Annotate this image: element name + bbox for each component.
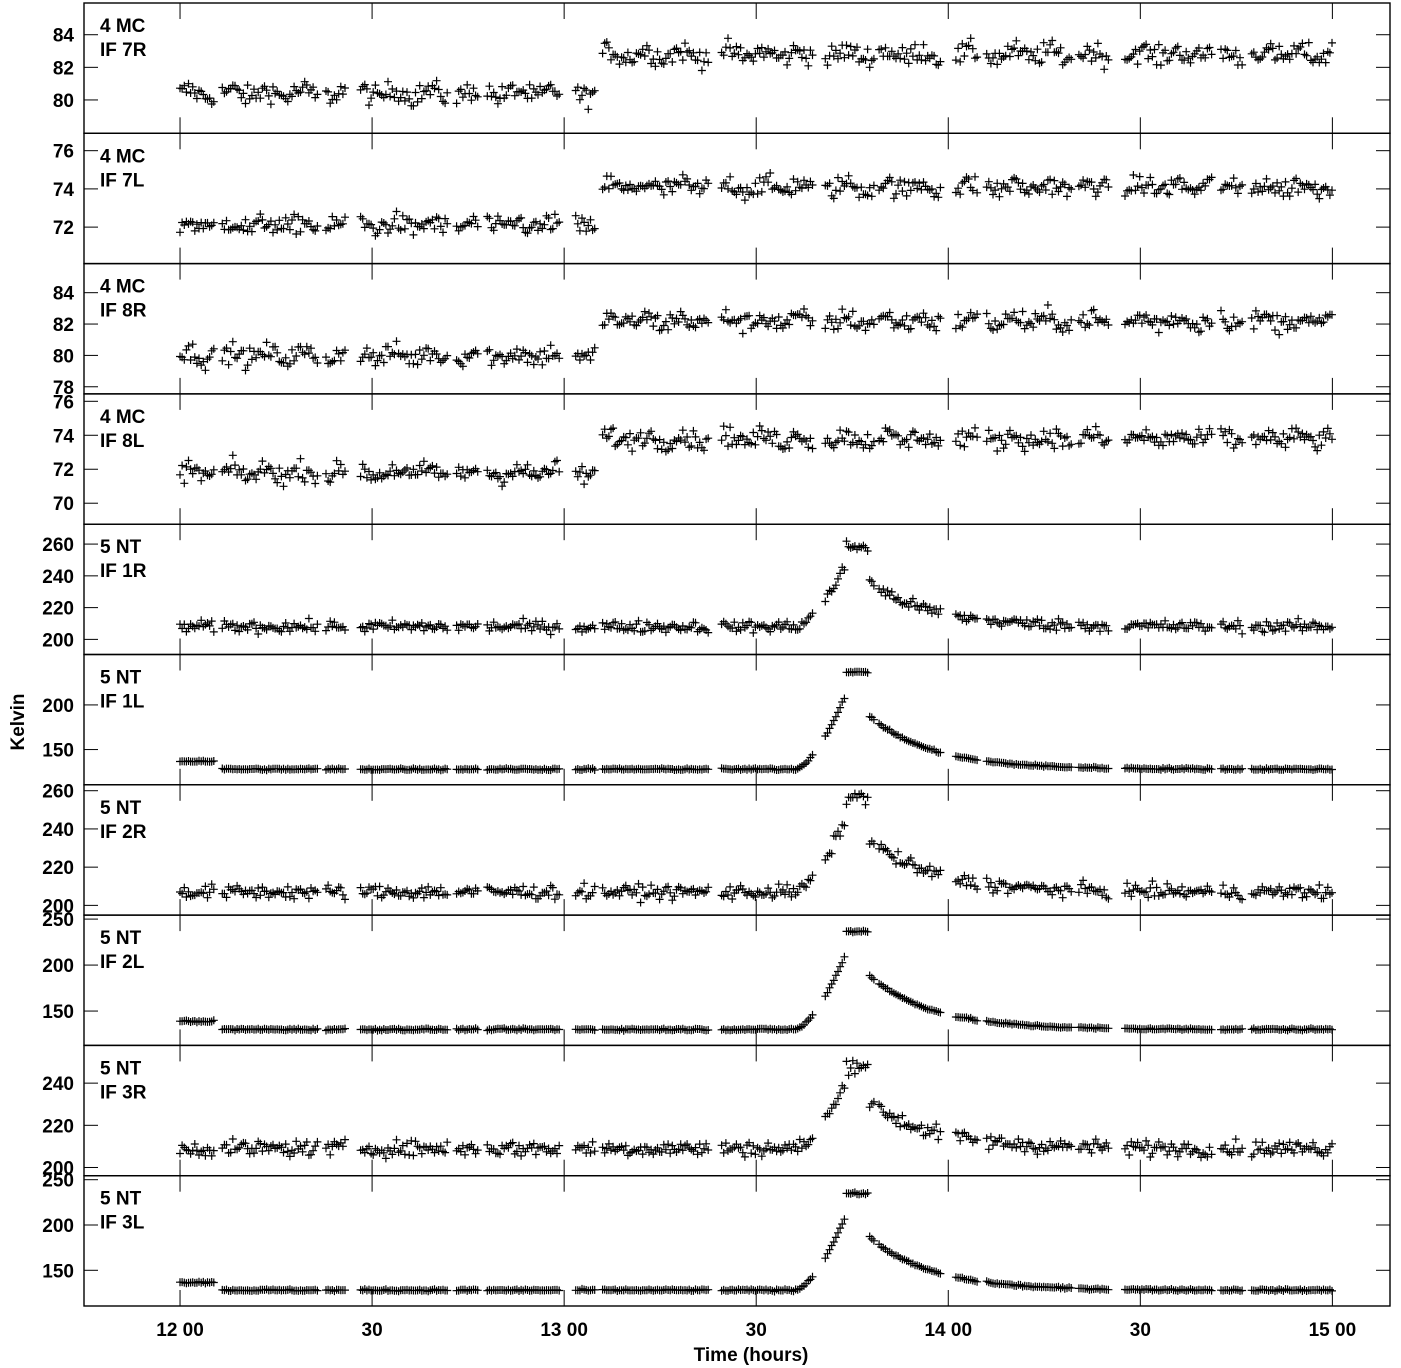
panel-7: 200 220 240 260 5 NT IF 2R bbox=[42, 782, 1391, 917]
y-tick-label: 200 bbox=[42, 956, 74, 977]
series-points bbox=[176, 537, 1336, 639]
panel-frame bbox=[83, 1174, 1391, 1307]
x-axis-title: Time (hours) bbox=[694, 1345, 809, 1366]
panel-label-line1: 5 NT bbox=[100, 668, 142, 689]
y-tick-label: 200 bbox=[42, 696, 74, 717]
series-points bbox=[176, 34, 1336, 114]
x-tick-label: 15 00 bbox=[1309, 1320, 1357, 1341]
x-tick-label: 30 bbox=[1130, 1320, 1151, 1341]
y-tick-label: 80 bbox=[53, 346, 74, 367]
series-points bbox=[176, 301, 1336, 375]
panel-8: 150 200 250 5 NT IF 2L bbox=[42, 910, 1391, 1047]
x-tick-label: 30 bbox=[362, 1320, 383, 1341]
y-tick-label: 250 bbox=[42, 1171, 74, 1192]
panel-label-line1: 5 NT bbox=[100, 1058, 142, 1079]
panel-10: 150 200 250 5 NT IF 3L bbox=[42, 1171, 1391, 1307]
y-tick-label: 220 bbox=[42, 599, 74, 620]
series-points bbox=[176, 422, 1336, 491]
y-tick-label: 240 bbox=[42, 820, 74, 841]
panel-6: 150 200 5 NT IF 1L bbox=[42, 653, 1391, 786]
panel-label-line2: IF 3R bbox=[100, 1082, 147, 1103]
y-tick-label: 82 bbox=[53, 315, 74, 336]
panel-frame bbox=[83, 2, 1391, 135]
panel-2: 72 74 76 4 MC IF 7L bbox=[53, 132, 1391, 265]
panel-4: 70 72 74 76 4 MC IF 8L bbox=[53, 392, 1391, 525]
y-tick-label: 76 bbox=[53, 392, 74, 413]
y-tick-label: 200 bbox=[42, 1158, 74, 1179]
panel-label-line1: 4 MC bbox=[100, 277, 146, 298]
y-tick-label: 200 bbox=[42, 630, 74, 651]
panel-label-line1: 5 NT bbox=[100, 537, 142, 558]
y-tick-label: 150 bbox=[42, 1002, 74, 1023]
panel-label-line1: 5 NT bbox=[100, 798, 142, 819]
panel-label-line2: IF 7L bbox=[100, 170, 145, 191]
x-tick-label: 30 bbox=[746, 1320, 767, 1341]
x-tick-label: 13 00 bbox=[540, 1320, 588, 1341]
panel-label-line2: IF 7R bbox=[100, 40, 147, 61]
y-tick-label: 70 bbox=[53, 494, 74, 515]
panel-5: 200 220 240 260 5 NT IF 1R bbox=[42, 523, 1391, 656]
panel-label-line2: IF 8L bbox=[100, 431, 145, 452]
y-tick-label: 72 bbox=[53, 218, 74, 239]
y-tick-label: 82 bbox=[53, 58, 74, 79]
y-tick-label: 220 bbox=[42, 858, 74, 879]
x-axis: 12 00 30 13 00 30 14 00 30 15 00 bbox=[156, 1320, 1356, 1341]
y-tick-label: 200 bbox=[42, 1216, 74, 1237]
y-tick-label: 220 bbox=[42, 1116, 74, 1137]
y-tick-label: 72 bbox=[53, 460, 74, 481]
y-tick-label: 240 bbox=[42, 1074, 74, 1095]
series-points bbox=[176, 667, 1336, 775]
series-points bbox=[176, 1056, 1336, 1163]
y-tick-label: 240 bbox=[42, 567, 74, 588]
y-tick-label: 150 bbox=[42, 1261, 74, 1282]
panel-label-line2: IF 3L bbox=[100, 1213, 145, 1234]
panel-label-line2: IF 8R bbox=[100, 301, 147, 322]
series-points bbox=[176, 169, 1336, 240]
panels-group: 80 82 84 4 MC IF 7R 72 74 76 4 MC IF 7L 78 80 82 84 4 … bbox=[42, 2, 1391, 1307]
series-points bbox=[176, 789, 1336, 907]
panel-label-line2: IF 2L bbox=[100, 952, 145, 973]
y-tick-label: 74 bbox=[53, 180, 75, 201]
y-tick-label: 260 bbox=[42, 782, 74, 803]
x-tick-label: 14 00 bbox=[924, 1320, 972, 1341]
y-tick-label: 78 bbox=[53, 378, 74, 399]
y-tick-label: 250 bbox=[42, 910, 74, 931]
panel-frame bbox=[83, 1044, 1391, 1177]
panel-label-line1: 4 MC bbox=[100, 407, 146, 428]
y-tick-label: 84 bbox=[53, 26, 75, 47]
panel-label-line1: 5 NT bbox=[100, 928, 142, 949]
panel-label-line2: IF 1R bbox=[100, 561, 147, 582]
y-tick-label: 150 bbox=[42, 741, 74, 762]
panel-frame bbox=[83, 132, 1391, 265]
series-points bbox=[176, 1188, 1336, 1296]
x-tick-label: 12 00 bbox=[156, 1320, 204, 1341]
y-tick-label: 84 bbox=[53, 284, 75, 305]
panel-frame bbox=[83, 393, 1391, 525]
y-tick-label: 74 bbox=[53, 426, 75, 447]
y-tick-label: 80 bbox=[53, 91, 74, 112]
panel-label-line2: IF 2R bbox=[100, 822, 147, 843]
panel-label-line2: IF 1L bbox=[100, 692, 145, 713]
panel-9: 200 220 240 5 NT IF 3R bbox=[42, 1044, 1391, 1179]
y-tick-label: 200 bbox=[42, 896, 74, 917]
panel-1: 80 82 84 4 MC IF 7R bbox=[53, 2, 1391, 135]
y-tick-label: 260 bbox=[42, 535, 74, 556]
panel-label-line1: 4 MC bbox=[100, 146, 146, 167]
y-tick-label: 76 bbox=[53, 142, 74, 163]
panel-label-line1: 5 NT bbox=[100, 1189, 142, 1210]
series-points bbox=[176, 926, 1336, 1035]
y-axis-title: Kelvin bbox=[8, 693, 29, 750]
panel-label-line1: 4 MC bbox=[100, 16, 146, 37]
panel-3: 78 80 82 84 4 MC IF 8R bbox=[53, 262, 1391, 399]
